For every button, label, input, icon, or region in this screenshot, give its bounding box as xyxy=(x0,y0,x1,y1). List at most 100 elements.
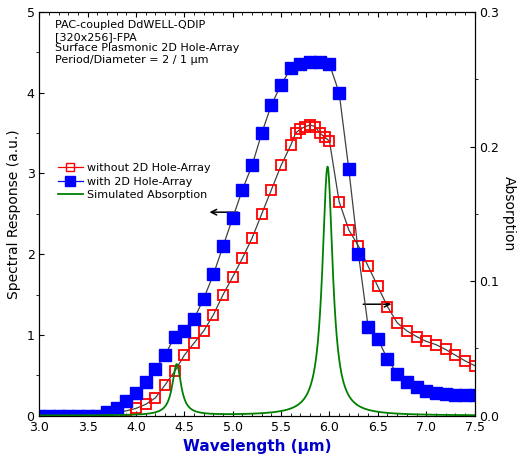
without 2D Hole-Array xyxy=(336,199,342,204)
without 2D Hole-Array xyxy=(191,340,197,346)
with 2D Hole-Array xyxy=(404,379,410,384)
Simulated Absorption xyxy=(394,411,401,416)
without 2D Hole-Array xyxy=(152,395,158,401)
with 2D Hole-Array xyxy=(462,393,468,398)
with 2D Hole-Array xyxy=(452,392,458,397)
without 2D Hole-Array xyxy=(423,338,429,344)
with 2D Hole-Array xyxy=(220,243,226,249)
without 2D Hole-Array xyxy=(322,134,328,140)
with 2D Hole-Array xyxy=(384,356,391,362)
without 2D Hole-Array xyxy=(75,413,81,419)
without 2D Hole-Array xyxy=(46,413,52,419)
without 2D Hole-Array xyxy=(201,328,207,334)
with 2D Hole-Array xyxy=(288,66,294,71)
without 2D Hole-Array xyxy=(316,130,323,136)
without 2D Hole-Array xyxy=(413,334,419,339)
with 2D Hole-Array xyxy=(55,413,62,419)
without 2D Hole-Array xyxy=(288,142,294,148)
with 2D Hole-Array xyxy=(365,324,371,330)
without 2D Hole-Array xyxy=(133,406,139,411)
with 2D Hole-Array xyxy=(346,166,352,172)
with 2D Hole-Array xyxy=(85,413,91,419)
with 2D Hole-Array xyxy=(94,413,100,419)
without 2D Hole-Array xyxy=(346,227,352,233)
with 2D Hole-Array xyxy=(46,413,52,419)
with 2D Hole-Array xyxy=(471,393,477,398)
with 2D Hole-Array xyxy=(433,390,439,396)
without 2D Hole-Array xyxy=(230,274,236,279)
without 2D Hole-Array xyxy=(365,264,371,269)
Simulated Absorption xyxy=(115,412,121,418)
with 2D Hole-Array xyxy=(307,59,313,65)
without 2D Hole-Array xyxy=(312,124,318,130)
Simulated Absorption xyxy=(319,265,325,270)
without 2D Hole-Array xyxy=(374,284,381,289)
with 2D Hole-Array xyxy=(230,215,236,221)
without 2D Hole-Array xyxy=(297,126,303,132)
with 2D Hole-Array xyxy=(355,251,361,257)
with 2D Hole-Array xyxy=(162,352,168,358)
with 2D Hole-Array xyxy=(143,379,149,384)
with 2D Hole-Array xyxy=(65,413,72,419)
with 2D Hole-Array xyxy=(181,328,188,334)
without 2D Hole-Array xyxy=(143,402,149,407)
without 2D Hole-Array xyxy=(104,411,110,417)
without 2D Hole-Array xyxy=(55,413,62,419)
Simulated Absorption xyxy=(202,411,209,416)
with 2D Hole-Array xyxy=(413,384,419,390)
Line: without 2D Hole-Array: without 2D Hole-Array xyxy=(35,120,479,420)
without 2D Hole-Array xyxy=(85,413,91,419)
with 2D Hole-Array xyxy=(278,82,285,88)
Line: with 2D Hole-Array: with 2D Hole-Array xyxy=(34,56,480,421)
Simulated Absorption xyxy=(361,406,367,411)
with 2D Hole-Array xyxy=(259,130,265,136)
with 2D Hole-Array xyxy=(191,316,197,321)
with 2D Hole-Array xyxy=(172,334,178,339)
without 2D Hole-Array xyxy=(307,122,313,128)
with 2D Hole-Array xyxy=(297,62,303,67)
without 2D Hole-Array xyxy=(259,211,265,217)
without 2D Hole-Array xyxy=(172,368,178,374)
without 2D Hole-Array xyxy=(181,352,188,358)
without 2D Hole-Array xyxy=(394,320,400,325)
with 2D Hole-Array xyxy=(394,371,400,377)
Simulated Absorption xyxy=(471,413,477,418)
Text: PAC-coupled DdWELL-QDIP
[320x256]-FPA
Surface Plasmonic 2D Hole-Array
Period/Dia: PAC-coupled DdWELL-QDIP [320x256]-FPA Su… xyxy=(54,20,239,65)
with 2D Hole-Array xyxy=(442,391,449,396)
Legend: without 2D Hole-Array, with 2D Hole-Array, Simulated Absorption: without 2D Hole-Array, with 2D Hole-Arra… xyxy=(54,159,215,204)
without 2D Hole-Array xyxy=(278,163,285,168)
without 2D Hole-Array xyxy=(94,413,100,419)
Simulated Absorption xyxy=(324,164,331,169)
with 2D Hole-Array xyxy=(326,62,333,67)
with 2D Hole-Array xyxy=(152,366,158,372)
without 2D Hole-Array xyxy=(210,312,217,318)
with 2D Hole-Array xyxy=(113,405,120,410)
without 2D Hole-Array xyxy=(384,304,391,309)
without 2D Hole-Array xyxy=(268,187,275,192)
with 2D Hole-Array xyxy=(201,296,207,301)
with 2D Hole-Array xyxy=(36,413,42,419)
without 2D Hole-Array xyxy=(404,328,410,334)
without 2D Hole-Array xyxy=(65,413,72,419)
without 2D Hole-Array xyxy=(433,342,439,347)
with 2D Hole-Array xyxy=(123,398,130,404)
without 2D Hole-Array xyxy=(292,130,299,136)
with 2D Hole-Array xyxy=(249,163,255,168)
with 2D Hole-Array xyxy=(423,389,429,394)
Simulated Absorption xyxy=(297,400,303,406)
Y-axis label: Absorption: Absorption xyxy=(502,176,516,251)
with 2D Hole-Array xyxy=(374,336,381,342)
without 2D Hole-Array xyxy=(471,363,477,368)
without 2D Hole-Array xyxy=(355,243,361,249)
with 2D Hole-Array xyxy=(336,90,342,95)
Y-axis label: Spectral Response (a.u.): Spectral Response (a.u.) xyxy=(7,129,21,299)
without 2D Hole-Array xyxy=(220,292,226,297)
without 2D Hole-Array xyxy=(452,352,458,358)
with 2D Hole-Array xyxy=(240,187,246,192)
with 2D Hole-Array xyxy=(104,409,110,414)
with 2D Hole-Array xyxy=(316,59,323,65)
Line: Simulated Absorption: Simulated Absorption xyxy=(39,166,474,415)
without 2D Hole-Array xyxy=(123,408,130,414)
without 2D Hole-Array xyxy=(302,124,309,130)
without 2D Hole-Array xyxy=(442,347,449,352)
